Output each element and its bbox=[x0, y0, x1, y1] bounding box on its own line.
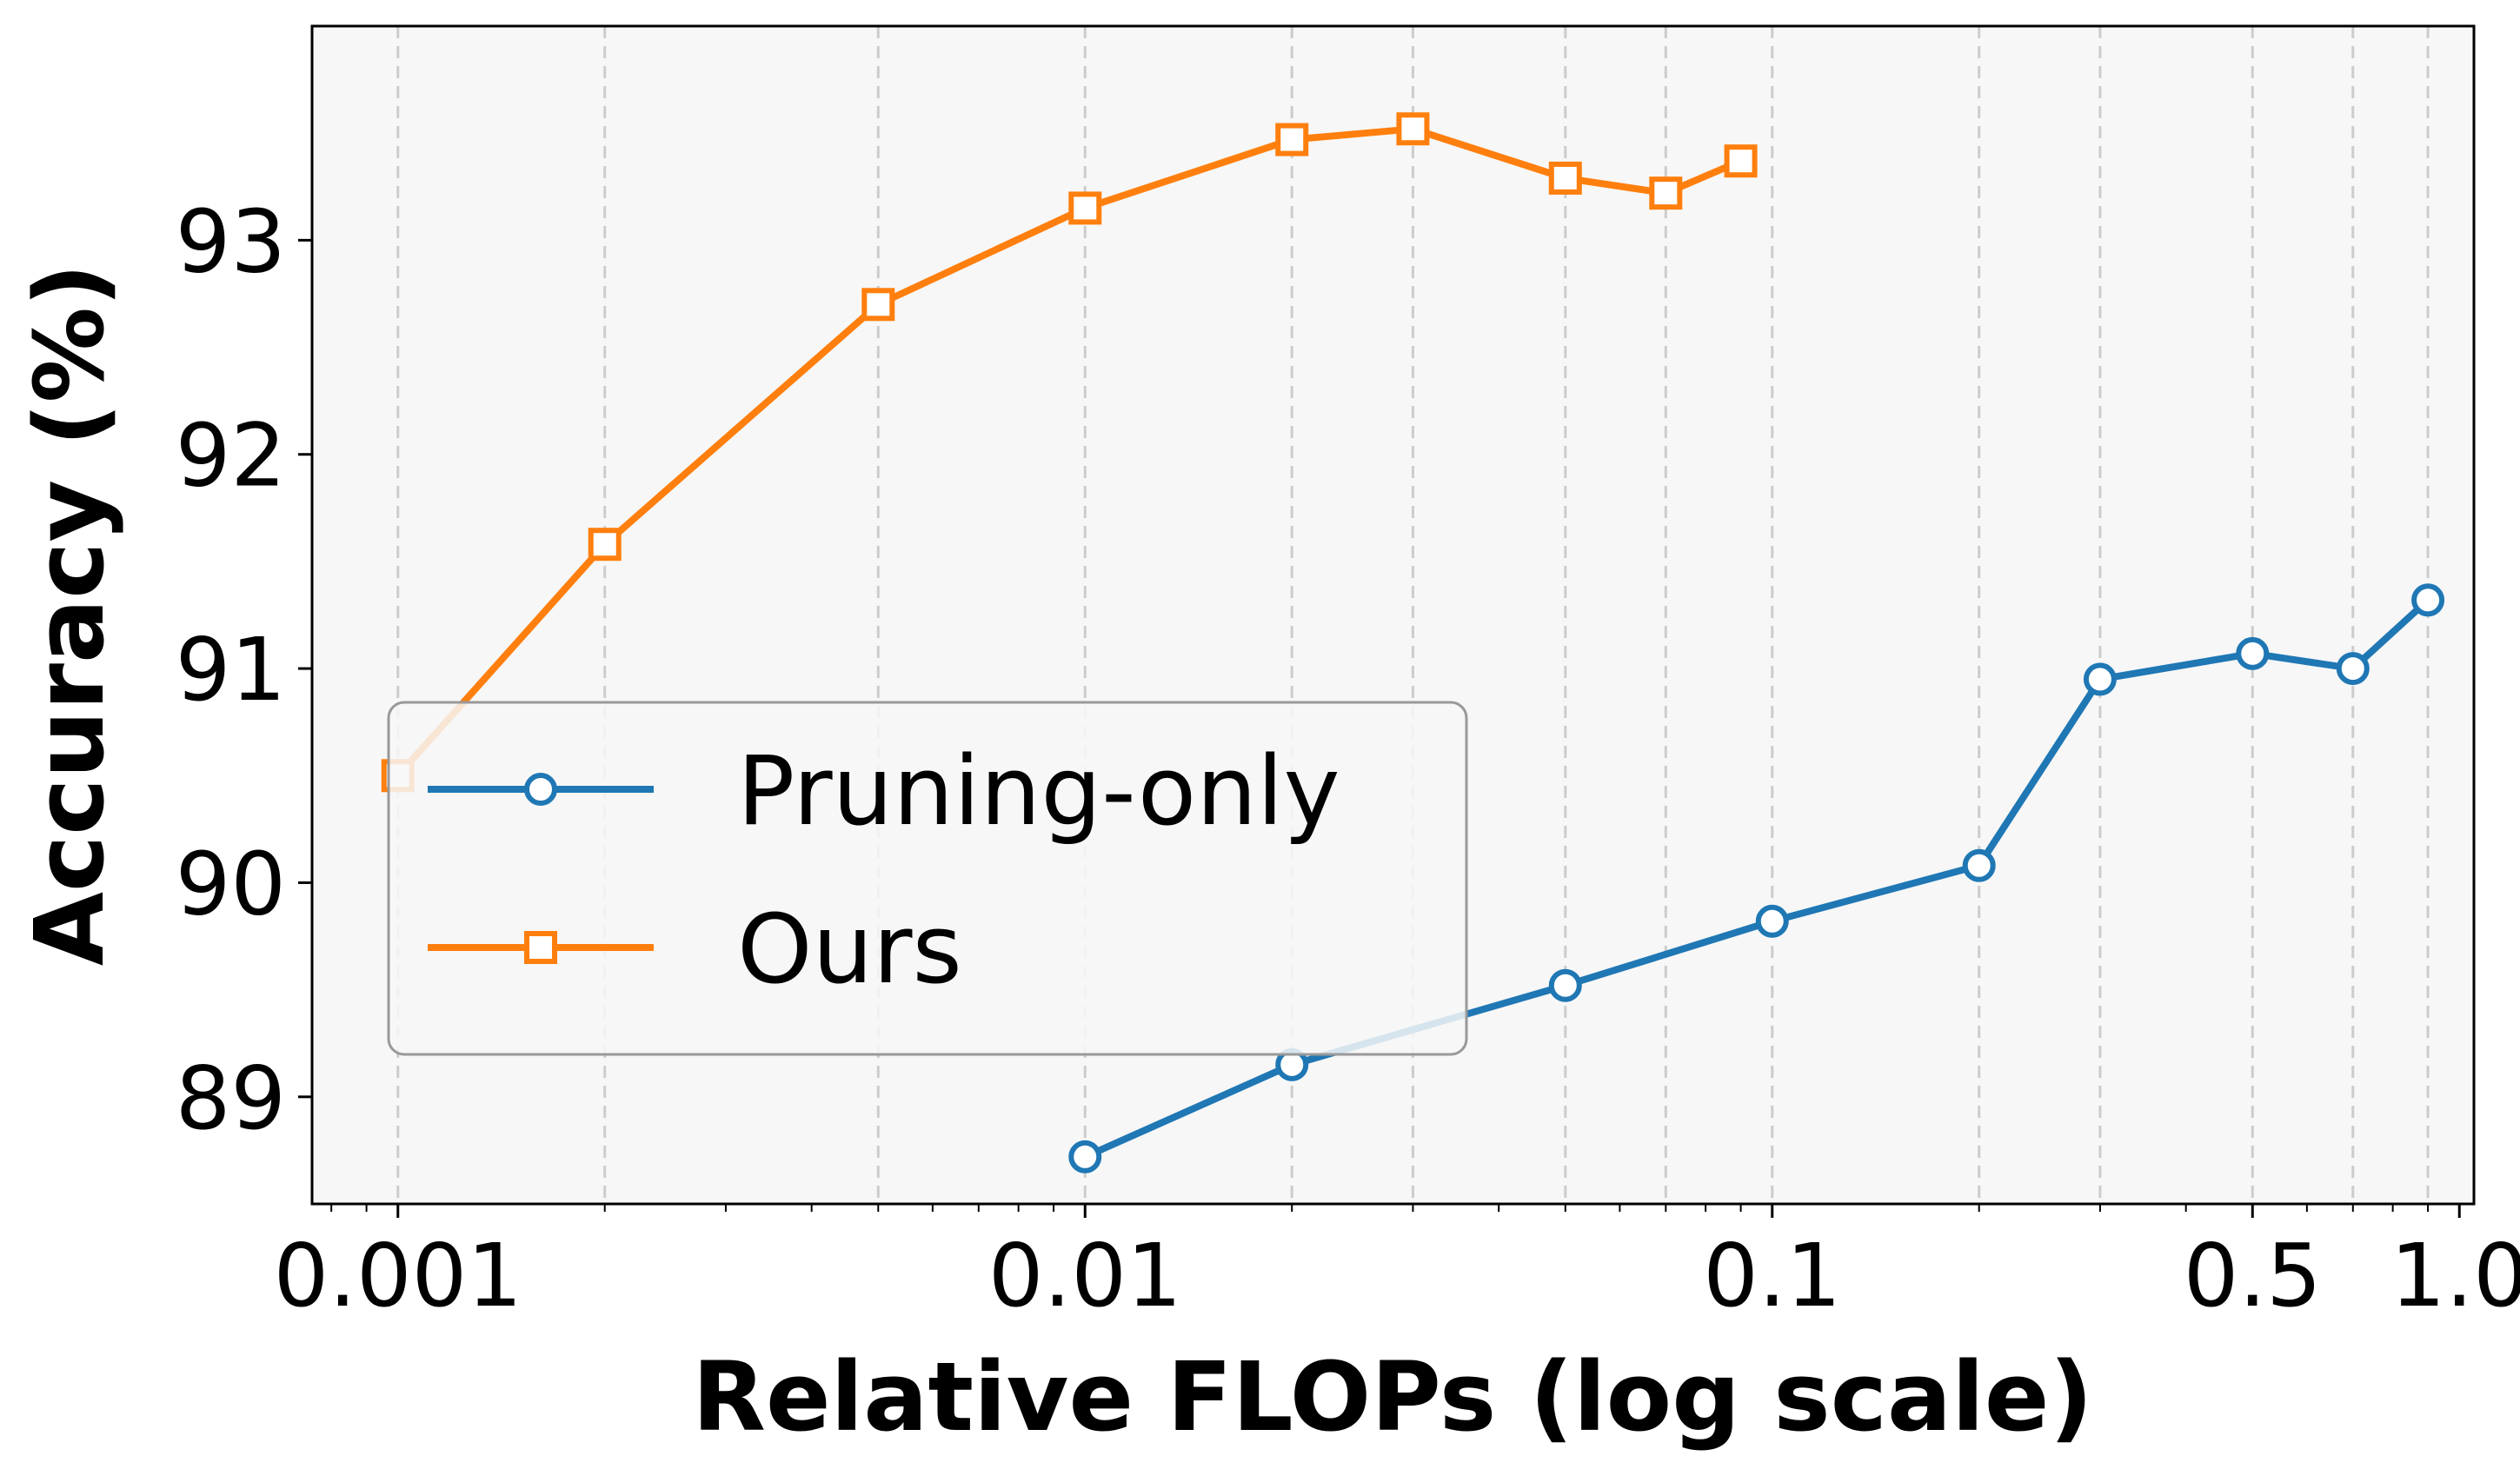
data-point-pruning-only bbox=[1068, 1140, 1102, 1173]
x-tick-label: 1.0 bbox=[2390, 1225, 2520, 1326]
data-point-ours bbox=[1724, 144, 1758, 178]
data-point-pruning-only bbox=[2336, 652, 2370, 686]
series-layer bbox=[381, 112, 2445, 1173]
data-point-ours bbox=[1275, 123, 1309, 156]
data-point-ours bbox=[588, 528, 622, 562]
y-tick-label: 91 bbox=[176, 619, 286, 721]
data-point-pruning-only bbox=[1755, 904, 1789, 938]
x-tick-label: 0.1 bbox=[1703, 1225, 1841, 1326]
legend-marker-ours bbox=[524, 931, 557, 964]
data-point-ours bbox=[861, 288, 895, 322]
data-point-pruning-only bbox=[2411, 583, 2445, 617]
x-tick-label: 0.01 bbox=[988, 1225, 1182, 1326]
y-axis-title: Accuracy (%) bbox=[14, 263, 125, 966]
y-tick-label: 93 bbox=[176, 190, 286, 292]
data-point-pruning-only bbox=[2236, 636, 2270, 670]
data-point-ours bbox=[1068, 191, 1102, 225]
legend-label-pruning-only: Pruning-only bbox=[737, 735, 1340, 847]
legend-label-ours: Ours bbox=[737, 894, 962, 1005]
plot-frame bbox=[310, 24, 2476, 1206]
legend-box bbox=[387, 701, 1468, 1056]
y-tick-label: 89 bbox=[176, 1047, 286, 1149]
x-tick-label: 0.5 bbox=[2184, 1225, 2322, 1326]
data-point-ours bbox=[1396, 112, 1430, 146]
data-point-pruning-only bbox=[1548, 968, 1582, 1002]
data-point-ours bbox=[1548, 161, 1582, 195]
data-point-ours bbox=[1649, 176, 1683, 210]
x-axis-title: Relative FLOPs (log scale) bbox=[692, 1341, 2093, 1453]
y-tick-label: 92 bbox=[176, 405, 286, 507]
y-tick-label: 90 bbox=[176, 833, 286, 934]
legend-item-pruning-only: Pruning-only bbox=[428, 735, 1340, 847]
data-point-pruning-only bbox=[2083, 662, 2117, 696]
x-axis-ticks: 0.001 0.01 0.1 0.5 1.0 bbox=[274, 1204, 2520, 1326]
data-point-pruning-only bbox=[1962, 848, 1996, 882]
x-tick-label: 0.001 bbox=[274, 1225, 522, 1326]
y-axis-ticks: 89 90 91 92 93 bbox=[176, 190, 312, 1149]
legend-marker-pruning-only bbox=[524, 773, 557, 806]
legend-item-ours: Ours bbox=[428, 894, 962, 1005]
legend: Pruning-only Ours bbox=[387, 701, 1468, 1056]
